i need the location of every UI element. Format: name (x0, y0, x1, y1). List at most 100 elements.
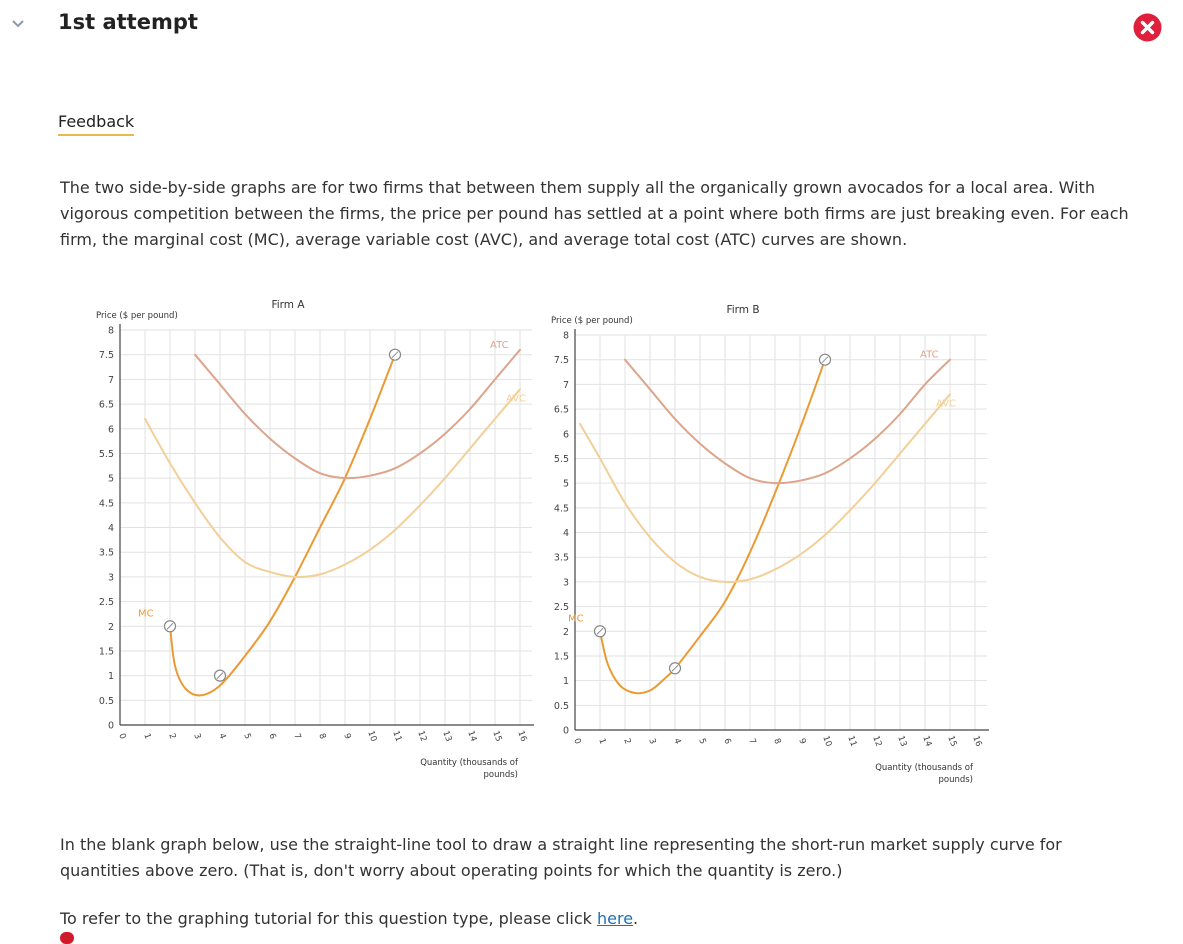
status-dot-icon (60, 932, 74, 944)
firm-b-x-tick-label: 14 (920, 735, 933, 749)
firm-a-atc-curve (194, 348, 521, 480)
tutorial-link[interactable]: here (596, 909, 634, 928)
tutorial-prefix: To refer to the graphing tutorial for th… (60, 909, 597, 928)
firm-b-y-tick-label: 6 (563, 429, 569, 440)
firm-a-y-tick-label: 0.5 (99, 696, 114, 707)
firm-a-x-tick-label: 4 (216, 732, 227, 741)
firm-a-x-tick-label: 3 (191, 732, 202, 741)
firm-a-y-tick-label: 8 (108, 326, 114, 337)
firm-b-x-label: Quantity (thousands of (875, 763, 974, 773)
firm-a-graph: 00.511.522.533.544.555.566.577.580 1 2 3 4 5 6… (96, 299, 534, 780)
firm-b-title: Firm B (726, 304, 759, 316)
firm-b-x-tick-label: 11 (845, 735, 858, 749)
firm-a-x-tick-label: 8 (316, 732, 327, 741)
firm-b-x-label: pounds) (938, 775, 973, 785)
firm-b-x-tick-label: 9 (796, 737, 807, 746)
firm-a-mc-label: MC (138, 608, 154, 619)
firm-a-x-tick-label: 5 (241, 732, 252, 741)
firm-b-mc-handle-mark (596, 627, 604, 635)
firm-a-mc-curve (169, 353, 396, 697)
firm-a-mc-handle-mark (166, 622, 174, 630)
firm-a-avc-curve (144, 388, 521, 578)
intro-text: The two side-by-side graphs are for two … (60, 178, 1129, 249)
firm-a-x-tick-label: 12 (415, 730, 428, 744)
firm-b-x-tick-label: 12 (870, 735, 883, 749)
close-circle-icon (1133, 13, 1162, 42)
attempt-title: 1st attempt (58, 10, 198, 34)
firm-b-x-tick-label: 16 (970, 735, 983, 749)
firm-a-x-tick-label: 11 (390, 730, 403, 744)
firm-a-grid (119, 329, 532, 726)
firm-a-title: Firm A (271, 299, 305, 311)
firm-a-x-tick-label: 0 (116, 732, 127, 741)
firm-b-graph: 00.511.522.533.544.555.566.577.580 1 2 3 4 5 6… (551, 304, 989, 785)
tutorial-text: To refer to the graphing tutorial for th… (60, 909, 638, 928)
firm-a-y-tick-label: 5 (108, 474, 114, 485)
firm-a-y-tick-label: 2.5 (99, 597, 114, 608)
firm-b-y-tick-label: 6.5 (554, 405, 569, 416)
firm-a-y-tick-label: 2 (108, 622, 114, 633)
firm-a-x-tick-label: 10 (365, 730, 378, 744)
firm-b-x-tick-label: 0 (571, 737, 582, 746)
firm-b-x-tick-label: 8 (771, 737, 782, 746)
firm-a-y-tick-label: 7.5 (99, 350, 114, 361)
firm-a-x-label: pounds) (483, 770, 518, 780)
firm-a-x-tick-label: 2 (166, 732, 177, 741)
firm-b-avc-curve (579, 393, 951, 583)
firm-a-x-tick-label: 16 (515, 730, 528, 744)
firm-a-x-tick-label: 9 (341, 732, 352, 741)
firm-a-x-tick-label: 14 (465, 730, 478, 744)
firm-a-y-tick-label: 7 (108, 375, 114, 386)
firm-a-mc-handle-mark (216, 672, 224, 679)
firm-a-y-tick-label: 1 (108, 671, 114, 682)
firm-b-x-tick-label: 6 (721, 737, 732, 746)
firm-b-y-tick-label: 3 (563, 577, 569, 588)
firm-a-y-tick-label: 3 (108, 572, 114, 583)
firm-a-y-label: Price ($ per pound) (96, 311, 178, 321)
firm-a-y-tick-label: 4 (108, 523, 114, 534)
firm-b-y-tick-label: 1 (563, 676, 569, 687)
firm-b-x-tick-label: 4 (671, 737, 682, 746)
firm-b-x-tick-label: 1 (596, 737, 607, 746)
firm-a-x-tick-label: 13 (440, 730, 453, 744)
firm-b-y-tick-label: 4 (563, 528, 569, 539)
firm-b-x-tick-label: 5 (696, 737, 707, 746)
firm-b-x-tick-label: 13 (895, 735, 908, 749)
firm-a-y-tick-label: 5.5 (99, 449, 114, 460)
chevron-down-icon[interactable] (10, 17, 26, 31)
firm-a-y-tick-label: 4.5 (99, 498, 114, 509)
firm-a-avc-label: AVC (506, 393, 526, 404)
firm-b-avc-label: AVC (936, 398, 956, 409)
firm-b-mc-label: MC (568, 613, 584, 624)
firm-b-y-tick-label: 5 (563, 479, 569, 490)
firm-b-y-tick-label: 3.5 (554, 553, 569, 564)
firm-a-y-tick-label: 1.5 (99, 646, 114, 657)
firm-a-mc-handle-mark (391, 351, 399, 359)
firm-b-y-tick-label: 7.5 (554, 355, 569, 366)
firm-b-y-tick-label: 0 (563, 726, 569, 737)
firm-b-x-tick-label: 15 (945, 735, 958, 749)
firm-b-x-tick-label: 3 (646, 737, 657, 746)
tutorial-suffix: . (633, 909, 639, 928)
firm-b-y-tick-label: 2 (563, 627, 569, 638)
firm-b-y-tick-label: 8 (563, 331, 569, 342)
firm-a-y-tick-label: 0 (108, 721, 114, 732)
firm-a-atc-label: ATC (490, 340, 509, 351)
firm-b-x-tick-label: 10 (820, 735, 833, 749)
firm-b-y-tick-label: 2.5 (554, 602, 569, 613)
firm-b-grid (574, 334, 987, 731)
firm-a-x-tick-label: 7 (291, 732, 302, 741)
firm-b-x-tick-label: 2 (621, 737, 632, 746)
firm-b-mc-curve (599, 358, 826, 695)
firm-a-y-tick-label: 6.5 (99, 400, 114, 411)
firm-b-y-tick-label: 1.5 (554, 651, 569, 662)
firm-b-x-tick-label: 7 (746, 737, 757, 746)
firm-a-x-tick-label: 15 (490, 730, 503, 744)
firm-b-y-tick-label: 5.5 (554, 454, 569, 465)
firm-b-atc-label: ATC (920, 350, 939, 361)
instructions-text: In the blank graph below, use the straig… (60, 835, 1062, 880)
firm-b-y-label: Price ($ per pound) (551, 316, 633, 326)
feedback-link[interactable]: Feedback (58, 112, 135, 136)
firm-b-y-tick-label: 0.5 (554, 701, 569, 712)
firm-a-y-tick-label: 6 (108, 424, 114, 435)
